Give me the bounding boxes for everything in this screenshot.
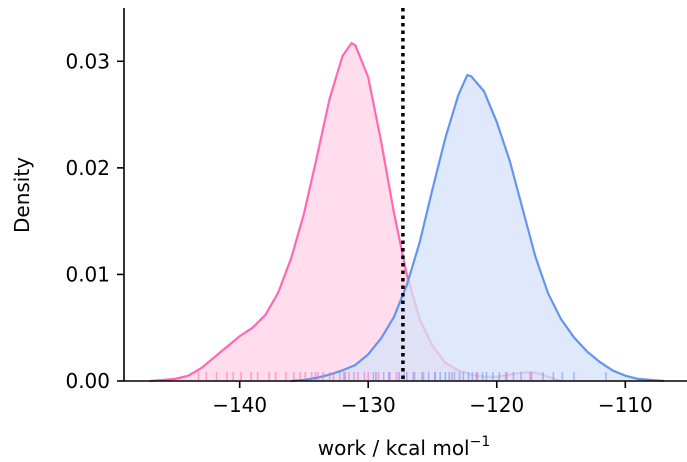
- x-tick-label: −110: [598, 393, 653, 417]
- x-tick-label: −140: [212, 393, 267, 417]
- y-ticks: 0.00 0.01 0.02 0.03: [65, 49, 124, 393]
- x-ticks: −140 −130 −120 −110: [212, 381, 653, 417]
- y-axis-label: Density: [10, 157, 34, 233]
- x-tick-label: −120: [469, 393, 524, 417]
- y-tick-label: 0.02: [65, 156, 110, 180]
- density-fill-1: [149, 43, 562, 382]
- density-series-layer: [149, 41, 664, 383]
- x-axis-label: work / kcal mol−1: [318, 434, 491, 460]
- y-tick-label: 0.03: [65, 49, 110, 73]
- x-axis-label-text: work / kcal mol: [318, 436, 470, 460]
- x-tick-label: −130: [341, 393, 396, 417]
- y-tick-label: 0.00: [65, 369, 110, 393]
- density-fill-2: [291, 75, 664, 381]
- x-axis-label-superscript: −1: [470, 434, 491, 450]
- y-tick-label: 0.01: [65, 262, 110, 286]
- density-line-2: [291, 73, 664, 383]
- rug-plot-layer: [197, 372, 607, 380]
